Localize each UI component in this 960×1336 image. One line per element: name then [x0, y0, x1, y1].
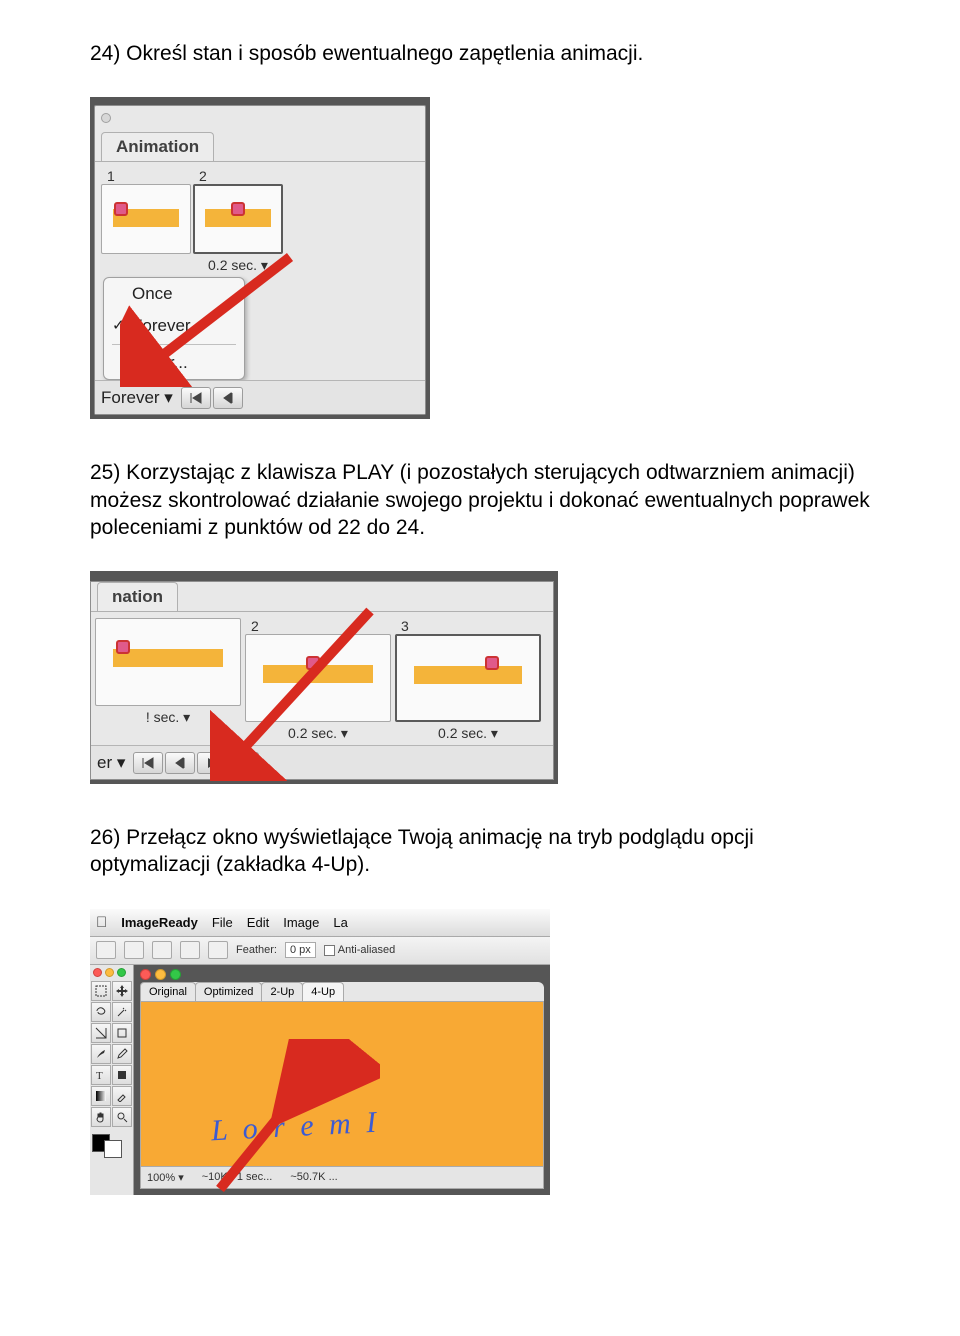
figure-imageready-4up:  ImageReady File Edit Image La Feather:…: [90, 909, 550, 1195]
opt-int-icon[interactable]: [208, 941, 228, 959]
move-tool-icon[interactable]: [112, 981, 132, 1001]
shape-tool-icon[interactable]: [112, 1065, 132, 1085]
frame-thumbnail[interactable]: [245, 634, 391, 722]
prev-frame-button[interactable]: [165, 752, 195, 774]
animation-frame[interactable]: 2 0.2 sec. ▾: [193, 168, 283, 277]
slice-select-tool-icon[interactable]: [112, 1023, 132, 1043]
marquee-rect-icon[interactable]: [96, 941, 116, 959]
status-info-1: ~10K / 1 sec...: [202, 1171, 273, 1183]
type-tool-icon[interactable]: T: [91, 1065, 111, 1085]
status-bar: 100% ▾ ~10K / 1 sec... ~50.7K ...: [140, 1167, 544, 1189]
window-close-dot: [101, 113, 111, 123]
frame-number: 1: [101, 168, 191, 184]
minimize-icon[interactable]: [105, 968, 114, 977]
app-name[interactable]: ImageReady: [121, 915, 198, 930]
feather-input[interactable]: 0 px: [285, 942, 316, 958]
loop-menu-item[interactable]: Once: [104, 278, 244, 310]
anti-aliased-checkbox[interactable]: Anti-aliased: [324, 944, 395, 956]
opt-new-icon[interactable]: [124, 941, 144, 959]
zoom-icon[interactable]: [170, 969, 181, 980]
menubar:  ImageReady File Edit Image La: [90, 909, 550, 937]
figure-loop-menu: Animation 1 2 0.2 sec. ▾ OnceForever Other…: [90, 97, 430, 419]
frame-delay[interactable]: 0.2 sec. ▾: [395, 722, 541, 745]
preview-tab-original[interactable]: Original: [140, 982, 196, 1001]
loop-menu-item[interactable]: Forever: [104, 310, 244, 342]
tab-animation-cropped[interactable]: nation: [97, 582, 178, 611]
animation-frame[interactable]: 2 0.2 sec. ▾: [245, 618, 391, 745]
svg-text:T: T: [96, 1070, 103, 1081]
preview-tabs: OriginalOptimized2-Up4-Up: [140, 982, 544, 1002]
document-canvas: L o r e m I: [140, 1002, 544, 1167]
figure-play-button: nation ! sec. ▾ 2 0.2 sec. ▾ 3 0.2 sec. ▾ er…: [90, 571, 558, 784]
first-frame-button[interactable]: [181, 387, 211, 409]
toolbox: T: [90, 965, 134, 1195]
eyedropper-tool-icon[interactable]: [112, 1086, 132, 1106]
frame-number: 3: [395, 618, 541, 634]
animation-frame[interactable]: 1: [101, 168, 191, 277]
opt-add-icon[interactable]: [152, 941, 172, 959]
tool-options-bar: Feather: 0 px Anti-aliased: [90, 937, 550, 965]
opt-sub-icon[interactable]: [180, 941, 200, 959]
frame-thumbnail[interactable]: [395, 634, 541, 722]
close-icon[interactable]: [140, 969, 151, 980]
gradient-tool-icon[interactable]: [91, 1086, 111, 1106]
loop-menu-item[interactable]: Other...: [104, 347, 244, 379]
play-button[interactable]: [197, 752, 227, 774]
frame-thumbnail[interactable]: [101, 184, 191, 254]
menu-image[interactable]: Image: [283, 915, 319, 930]
loop-mode-label[interactable]: Forever ▾: [99, 388, 179, 408]
next-frame-button[interactable]: [229, 752, 259, 774]
frame-number: 2: [245, 618, 391, 634]
status-info-2: ~50.7K ...: [290, 1171, 337, 1183]
paragraph-24: 24) Określ stan i sposób ewentualnego za…: [90, 40, 870, 67]
paragraph-25: 25) Korzystając z klawisza PLAY (i pozos…: [90, 459, 870, 541]
preview-tab-4up[interactable]: 4-Up: [302, 982, 344, 1001]
pencil-tool-icon[interactable]: [112, 1044, 132, 1064]
close-icon[interactable]: [93, 968, 102, 977]
animation-frame[interactable]: ! sec. ▾: [95, 618, 241, 745]
animation-footer: Forever ▾: [95, 380, 425, 414]
paragraph-26: 26) Przełącz okno wyświetlające Twoją an…: [90, 824, 870, 879]
zoom-level[interactable]: 100% ▾: [147, 1171, 184, 1184]
wand-tool-icon[interactable]: [112, 1002, 132, 1022]
marquee-tool-icon[interactable]: [91, 981, 111, 1001]
color-swatches[interactable]: [90, 1132, 133, 1160]
loop-menu-popup: OnceForever Other...: [103, 277, 245, 380]
zoom-tool-icon[interactable]: [112, 1107, 132, 1127]
hand-tool-icon[interactable]: [91, 1107, 111, 1127]
zoom-icon[interactable]: [117, 968, 126, 977]
frame-number: 2: [193, 168, 283, 184]
frame-delay[interactable]: ! sec. ▾: [95, 706, 241, 729]
brush-tool-icon[interactable]: [91, 1044, 111, 1064]
loop-mode-label-2[interactable]: er ▾: [95, 753, 131, 773]
tab-animation[interactable]: Animation: [101, 132, 214, 161]
canvas-sample-text: L o r e m I: [210, 1105, 381, 1148]
feather-label: Feather:: [236, 944, 277, 956]
menu-edit[interactable]: Edit: [247, 915, 269, 930]
slice-tool-icon[interactable]: [91, 1023, 111, 1043]
background-swatch[interactable]: [104, 1140, 122, 1158]
frame-thumbnail[interactable]: [193, 184, 283, 254]
animation-frame[interactable]: 3 0.2 sec. ▾: [395, 618, 541, 745]
first-frame-button[interactable]: [133, 752, 163, 774]
preview-tab-2up[interactable]: 2-Up: [261, 982, 303, 1001]
menu-file[interactable]: File: [212, 915, 233, 930]
preview-tab-optimized[interactable]: Optimized: [195, 982, 263, 1001]
minimize-icon[interactable]: [155, 969, 166, 980]
frame-thumbnail[interactable]: [95, 618, 241, 706]
frame-delay[interactable]: 0.2 sec. ▾: [193, 254, 283, 277]
apple-menu-icon[interactable]: : [96, 914, 107, 931]
frame-delay[interactable]: 0.2 sec. ▾: [245, 722, 391, 745]
prev-frame-button[interactable]: [213, 387, 243, 409]
animation-footer-2: er ▾: [91, 745, 553, 779]
anti-aliased-label: Anti-aliased: [338, 944, 395, 956]
menu-layer[interactable]: La: [333, 915, 347, 930]
lasso-tool-icon[interactable]: [91, 1002, 111, 1022]
frame-delay[interactable]: [101, 254, 191, 260]
